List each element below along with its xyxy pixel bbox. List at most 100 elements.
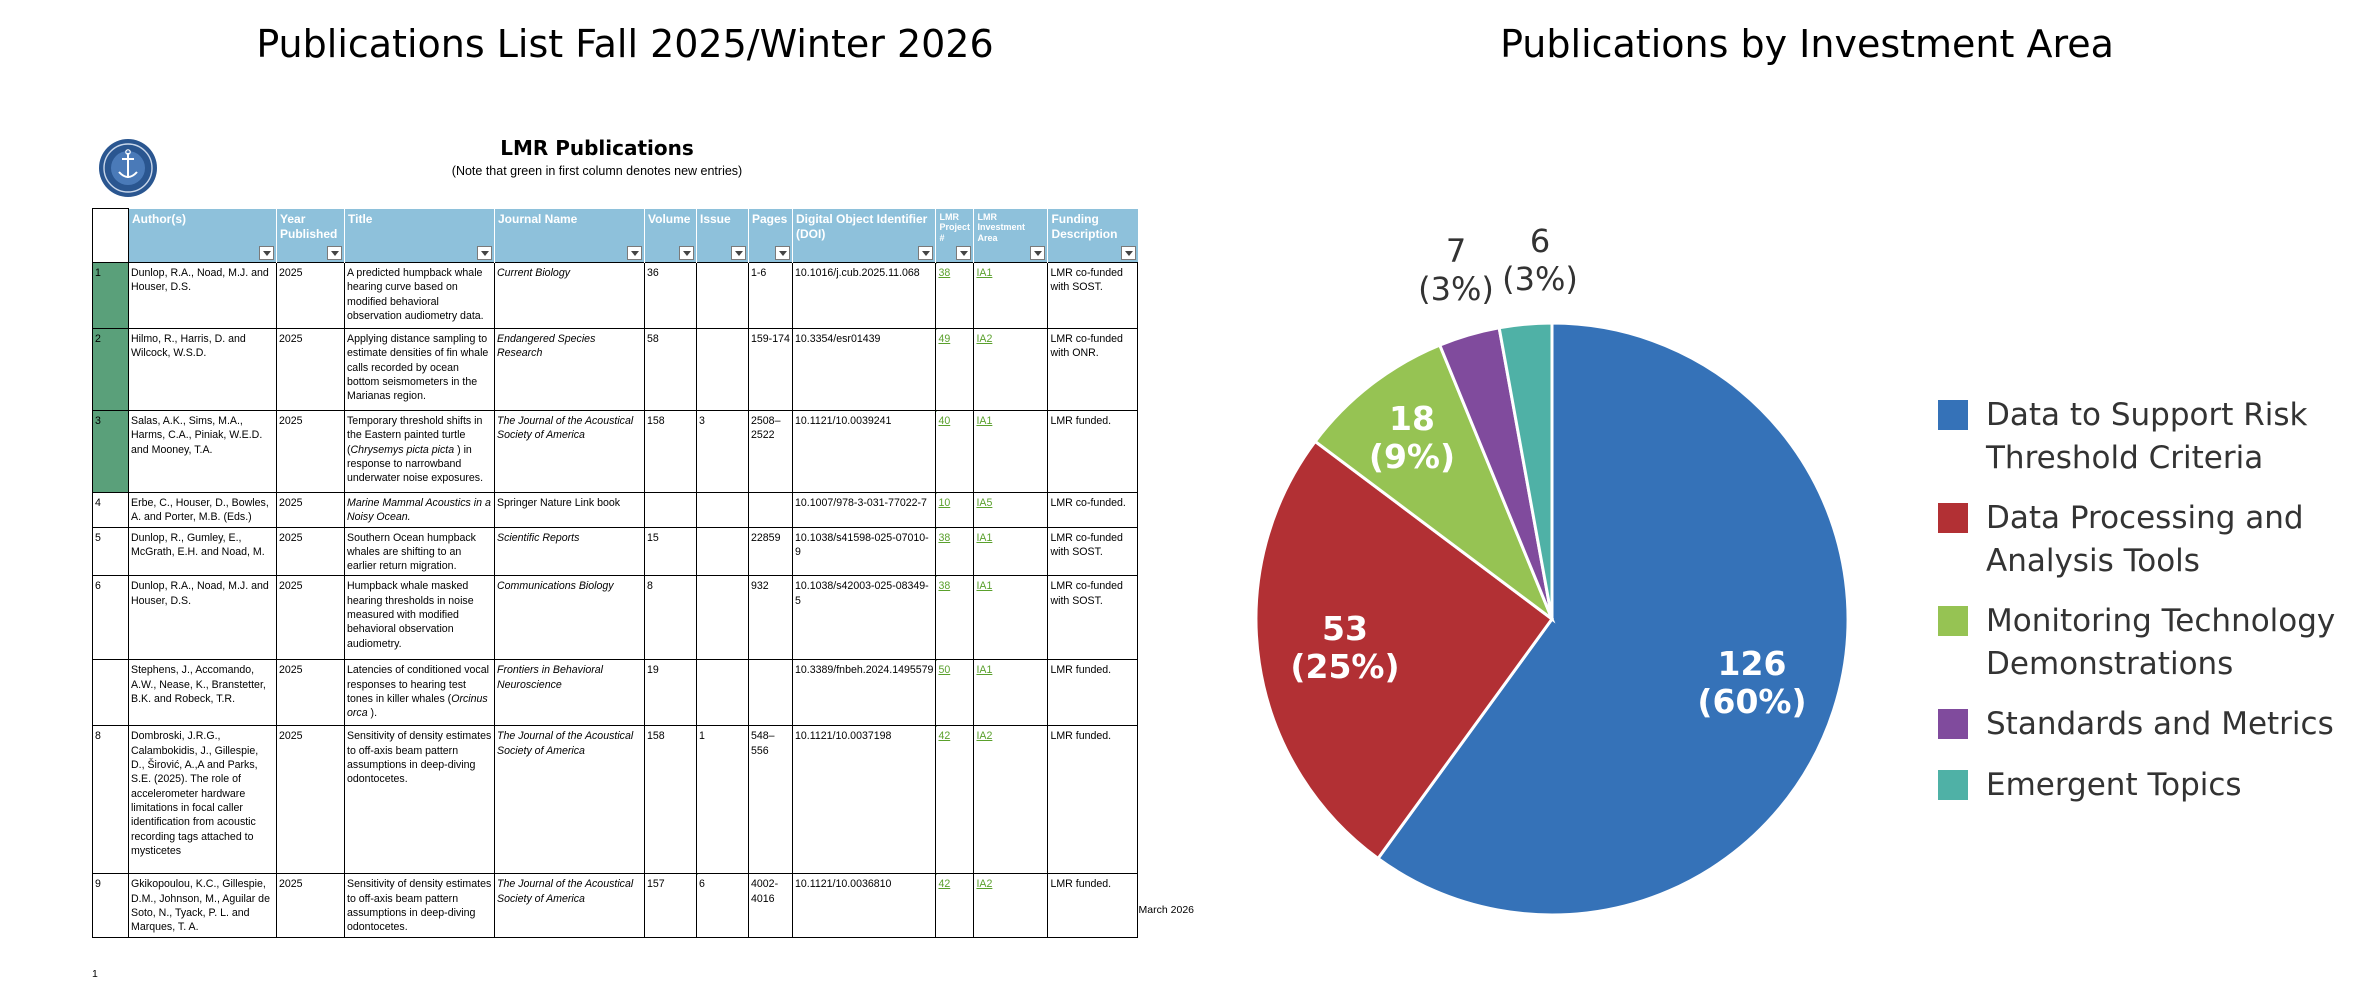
investment-area-cell: IA1	[973, 575, 1049, 661]
project-link[interactable]: 10	[938, 497, 951, 509]
investment-area-cell: IA2	[973, 725, 1049, 875]
authors-cell: Erbe, C., Houser, D., Bowles, A. and Por…	[128, 492, 277, 528]
column-header-funding[interactable]: Funding Description	[1047, 208, 1138, 263]
authors-cell: Dunlop, R., Gumley, E., McGrath, E.H. an…	[128, 526, 277, 577]
project-cell: 40	[935, 410, 975, 493]
issue-cell	[696, 575, 749, 661]
legend-swatch	[1938, 770, 1968, 800]
project-cell: 42	[935, 873, 975, 939]
project-link[interactable]: 49	[938, 333, 951, 345]
project-link[interactable]: 38	[938, 531, 951, 544]
publications-document: LMR Publications (Note that green in fir…	[92, 130, 1194, 1000]
legend-item: Emergent Topics	[1938, 764, 2364, 807]
document-note: (Note that green in first column denotes…	[451, 164, 743, 178]
column-header-investment-area[interactable]: LMR Investment Area	[973, 208, 1048, 263]
column-header-volume[interactable]: Volume	[644, 208, 697, 263]
investment-area-cell: IA1	[973, 659, 1049, 727]
funding-cell: LMR funded.	[1047, 659, 1139, 727]
filter-dropdown-icon[interactable]	[477, 246, 492, 260]
title-cell: Humpback whale masked hearing thresholds…	[344, 575, 495, 661]
title-cell: Applying distance sampling to estimate d…	[344, 328, 495, 411]
project-cell: 38	[935, 526, 975, 577]
legend-label: Monitoring Technology Demonstrations	[1986, 603, 2336, 682]
column-header-journal[interactable]: Journal Name	[494, 208, 645, 263]
funding-cell: LMR funded.	[1047, 725, 1139, 875]
doi-cell: 10.1121/10.0036810	[791, 873, 937, 939]
issue-cell	[696, 659, 749, 727]
year-cell: 2025	[276, 328, 345, 411]
filter-dropdown-icon[interactable]	[259, 246, 274, 260]
title-cell: Sensitivity of density estimates to off-…	[344, 725, 495, 875]
investment-area-link[interactable]: IA1	[976, 531, 993, 544]
doi-cell: 10.1121/10.0039241	[791, 410, 937, 493]
issue-cell: 6	[696, 873, 749, 939]
project-link[interactable]: 42	[938, 878, 951, 891]
project-link[interactable]: 42	[938, 730, 951, 743]
slice-percent-label: (60%)	[1697, 682, 1806, 721]
project-link[interactable]: 40	[938, 415, 951, 427]
investment-area-link[interactable]: IA1	[976, 664, 993, 677]
column-header-doi[interactable]: Digital Object Identifier (DOI)	[791, 208, 936, 263]
investment-area-link[interactable]: IA1	[976, 580, 993, 593]
project-link[interactable]: 38	[938, 267, 951, 279]
funding-cell: LMR co-funded with SOST.	[1047, 526, 1139, 577]
title-cell: Sensitivity of density estimates to off-…	[344, 873, 495, 939]
filter-dropdown-icon[interactable]	[775, 246, 790, 260]
row-number-cell	[92, 659, 129, 727]
issue-cell: 3	[696, 410, 749, 493]
investment-area-cell: IA2	[973, 328, 1049, 411]
row-number-cell: 1	[92, 262, 129, 329]
filter-dropdown-icon[interactable]	[956, 246, 972, 260]
cell-comment-marker-icon	[936, 263, 941, 266]
slice-percent-label: (9%)	[1369, 437, 1455, 476]
pages-cell: 4002-4016	[748, 873, 793, 939]
investment-area-link[interactable]: IA1	[976, 415, 993, 427]
column-header-title[interactable]: Title	[344, 208, 495, 263]
filter-dropdown-icon[interactable]	[1030, 246, 1046, 260]
column-header-pages[interactable]: Pages	[748, 208, 793, 263]
investment-area-link[interactable]: IA2	[976, 878, 993, 891]
pages-cell	[748, 659, 793, 727]
cell-comment-marker-icon	[936, 874, 941, 878]
investment-area-link[interactable]: IA5	[976, 497, 993, 509]
title-cell: Temporary threshold shifts in the Easter…	[344, 410, 495, 493]
volume-cell: 158	[644, 410, 697, 493]
pie-chart: 126(60%)53(25%)18(9%)7(3%)6(3%)	[1254, 222, 1850, 917]
investment-area-link[interactable]: IA2	[976, 730, 993, 743]
issue-cell	[696, 492, 749, 528]
column-header-authors[interactable]: Author(s)	[128, 208, 277, 263]
column-header-year[interactable]: Year Published	[276, 208, 345, 263]
left-page-title: Publications List Fall 2025/Winter 2026	[256, 22, 994, 66]
authors-cell: Gkikopoulou, K.C., Gillespie, D.M., John…	[128, 873, 277, 939]
journal-cell: Endangered Species Research	[494, 328, 645, 411]
filter-dropdown-icon[interactable]	[918, 246, 934, 260]
legend-label: Emergent Topics	[1986, 767, 2242, 803]
journal-cell: Communications Biology	[494, 575, 645, 661]
title-cell: Marine Mammal Acoustics in a Noisy Ocean…	[344, 492, 495, 528]
project-link[interactable]: 38	[938, 580, 951, 593]
investment-area-link[interactable]: IA2	[976, 333, 993, 345]
column-header-project[interactable]: LMR Project #	[935, 208, 974, 263]
pages-cell: 159-174	[748, 328, 793, 411]
volume-cell: 36	[644, 262, 697, 329]
slice-percent-label: (3%)	[1502, 260, 1578, 298]
filter-dropdown-icon[interactable]	[679, 246, 694, 260]
row-number-cell: 8	[92, 725, 129, 875]
project-link[interactable]: 50	[938, 664, 951, 677]
issue-cell	[696, 262, 749, 329]
filter-dropdown-icon[interactable]	[627, 246, 642, 260]
title-cell: Southern Ocean humpback whales are shift…	[344, 526, 495, 577]
filter-dropdown-icon[interactable]	[731, 246, 746, 260]
slice-percent-label: (25%)	[1290, 647, 1399, 686]
publications-table: Author(s) Year Published Title Journal N…	[92, 208, 1139, 939]
investment-area-link[interactable]: IA1	[976, 267, 993, 279]
investment-area-cell: IA1	[973, 526, 1049, 577]
filter-dropdown-icon[interactable]	[1120, 246, 1136, 260]
column-header-issue[interactable]: Issue	[696, 208, 749, 263]
table-row: 6 Dunlop, R.A., Noad, M.J. and Houser, D.…	[92, 575, 1139, 661]
sort-filter-dropdown-icon[interactable]	[327, 246, 342, 260]
pages-cell: 1-6	[748, 262, 793, 329]
legend-label: Standards and Metrics	[1986, 706, 2334, 742]
investment-area-cell: IA1	[973, 262, 1049, 329]
project-cell: 50	[935, 659, 975, 727]
